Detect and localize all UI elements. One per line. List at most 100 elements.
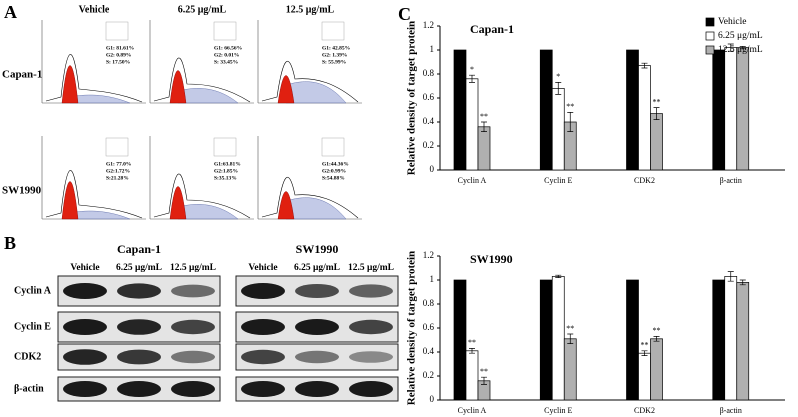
cell-cycle-stat: G2: 0.89%: [106, 52, 131, 58]
cell-cycle-stat: G1: 42.85%: [322, 45, 350, 51]
legend-label: 6.25 μg/mL: [718, 31, 763, 41]
histogram-s-phase: [177, 88, 239, 104]
cell-cycle-stat: G2:1.72%: [106, 168, 130, 174]
column-header: 12.5 μg/mL: [286, 4, 335, 15]
band: [171, 350, 215, 364]
band: [349, 284, 393, 298]
bar: [626, 49, 639, 171]
lane-label: Vehicle: [70, 263, 99, 273]
bar: [477, 126, 491, 171]
x-tick-label: β-actin: [720, 176, 742, 185]
histogram-g1-peak: [169, 186, 187, 220]
histogram-g1-peak: [169, 70, 187, 104]
panel-label: C: [398, 4, 411, 24]
legend-swatch: [705, 17, 715, 27]
cell-cycle-stat: S: 33.45%: [214, 59, 238, 65]
band: [241, 381, 285, 397]
band: [117, 381, 161, 397]
histogram-s-phase: [69, 210, 131, 220]
x-tick-label: Cyclin A: [458, 176, 487, 185]
error-bar: [727, 43, 734, 52]
error-bar: [653, 107, 660, 120]
bar: [712, 49, 726, 171]
band: [63, 319, 107, 335]
band: [63, 381, 107, 397]
y-tick-label: 0.2: [423, 140, 434, 150]
cell-cycle-stat: G1: 77.0%: [106, 161, 131, 167]
error-bar: [727, 271, 734, 282]
bar: [465, 350, 479, 401]
bar: [539, 279, 553, 401]
row-label: Capan-1: [2, 69, 42, 81]
cell-cycle-stat: G1: 66.56%: [214, 45, 242, 51]
cell-cycle-stat: S:54.88%: [322, 175, 345, 181]
bar: [539, 49, 553, 171]
significance: **: [653, 326, 661, 335]
x-tick-label: CDK2: [634, 176, 655, 185]
histogram-s-phase: [285, 197, 347, 220]
bar: [453, 279, 467, 401]
bar: [724, 276, 738, 401]
band: [117, 349, 161, 365]
cell-cycle-stat: G2:0.99%: [322, 168, 346, 174]
significance: **: [653, 97, 661, 106]
bar: [650, 113, 663, 171]
lane-label: Vehicle: [248, 263, 277, 273]
panel-label: A: [4, 2, 17, 22]
error-bar: [567, 333, 574, 344]
significance: **: [641, 341, 649, 350]
chart-title: Capan-1: [470, 22, 514, 36]
cell-cycle-stat: S: 55.99%: [322, 59, 346, 65]
y-tick-label: 1: [430, 44, 435, 54]
legend-label: 12.5 μg/mL: [718, 45, 763, 55]
y-tick-label: 0.2: [423, 370, 434, 380]
band: [241, 319, 285, 335]
band: [295, 319, 339, 335]
band: [349, 351, 393, 363]
column-header: Vehicle: [79, 4, 110, 15]
band: [63, 283, 107, 299]
lane-label: 12.5 μg/mL: [348, 263, 394, 273]
significance: **: [480, 112, 488, 121]
band: [171, 381, 215, 397]
error-bar: [555, 82, 562, 95]
legend-swatch: [705, 45, 715, 55]
cell-cycle-stat: G1:44.36%: [322, 161, 349, 167]
lane-label: 6.25 μg/mL: [116, 263, 162, 273]
cell-cycle-stat: G1: 81.61%: [106, 45, 134, 51]
band: [295, 350, 339, 364]
histogram-outline: [45, 54, 143, 103]
legend-swatch: [705, 31, 715, 41]
band: [295, 381, 339, 397]
row-label: SW1990: [2, 185, 42, 197]
chart-title: SW1990: [470, 252, 513, 266]
error-bar: [653, 336, 660, 342]
x-tick-label: Cyclin E: [544, 406, 572, 415]
panel-label: B: [4, 233, 16, 253]
significance: **: [566, 102, 574, 111]
error-bar: [555, 274, 562, 278]
histogram-g1-peak: [277, 191, 295, 220]
y-tick-label: 0.8: [423, 298, 435, 308]
band: [241, 349, 285, 365]
y-tick-label: 0.6: [423, 92, 435, 102]
protein-label: CDK2: [14, 351, 41, 362]
band: [349, 381, 393, 397]
bar: [563, 338, 577, 401]
error-bar: [469, 348, 475, 354]
error-bar: [481, 121, 487, 132]
bar: [712, 279, 726, 401]
band: [171, 284, 215, 298]
column-header: 6.25 μg/mL: [178, 4, 227, 15]
y-tick-label: 0.4: [423, 346, 435, 356]
histogram-s-phase: [285, 81, 347, 104]
lane-label: 12.5 μg/mL: [170, 263, 216, 273]
y-tick-label: 0.8: [423, 68, 435, 78]
x-tick-label: β-actin: [720, 406, 742, 415]
significance: **: [480, 367, 488, 376]
significance: *: [556, 72, 560, 81]
y-tick-label: 0: [430, 164, 435, 174]
band: [117, 283, 161, 299]
cell-cycle-stat: S: 17.50%: [106, 59, 130, 65]
